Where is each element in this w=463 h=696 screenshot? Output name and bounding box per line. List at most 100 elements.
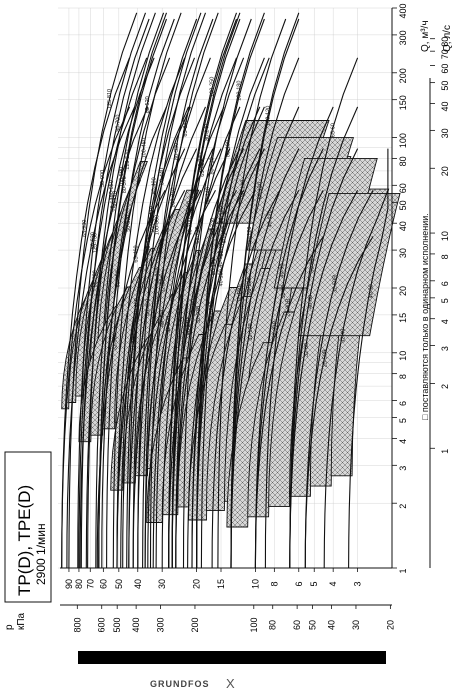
series-label: 40-190 bbox=[218, 250, 224, 267]
series-label: 80-120 bbox=[247, 227, 253, 244]
pump-curve bbox=[126, 57, 196, 569]
series-label: 50-710 bbox=[113, 191, 119, 208]
h-tick-label: 90 bbox=[64, 579, 74, 589]
pump-curve bbox=[144, 148, 214, 569]
h-tick-label: 30 bbox=[157, 579, 167, 589]
q-tick-label: 60 bbox=[398, 183, 408, 193]
q-tick-label: 3 bbox=[398, 466, 408, 471]
ls-tick-label: 6 bbox=[440, 281, 450, 286]
ls-tick-label: 80 bbox=[440, 37, 450, 47]
kpa-tick-label: 300 bbox=[156, 617, 166, 632]
series-label: 32-150 bbox=[237, 286, 243, 303]
h-tick-label: 80 bbox=[74, 579, 84, 589]
ls-tick-label: 10 bbox=[440, 231, 450, 241]
q-tick-label: 150 bbox=[398, 95, 408, 110]
h-tick-label: 6 bbox=[294, 581, 304, 586]
series-label: 32-230 bbox=[196, 306, 202, 323]
series-label: 50-240 bbox=[206, 187, 212, 204]
pump-curve bbox=[87, 12, 156, 569]
chart-title: TP(D), TPE(D) bbox=[15, 485, 34, 596]
kpa-tick-label: 600 bbox=[97, 617, 107, 632]
h-tick-label: 10 bbox=[250, 579, 260, 589]
brand-mark-icon: X bbox=[226, 676, 235, 691]
series-label: 50-570 bbox=[126, 215, 132, 232]
q-tick-label: 8 bbox=[398, 374, 408, 379]
q-tick-label: 10 bbox=[398, 351, 408, 361]
pump-curve bbox=[191, 148, 261, 569]
h-tick-label: 8 bbox=[269, 581, 279, 586]
chart-subtitle: 2900 1/мин bbox=[34, 523, 48, 585]
pump-curve bbox=[147, 190, 216, 569]
h-tick-label: 20 bbox=[192, 579, 202, 589]
q-tick-label: 40 bbox=[398, 221, 408, 231]
series-label: 32-90R bbox=[273, 321, 279, 339]
q-tick-label: 400 bbox=[398, 3, 408, 18]
pump-labels: 65-720 125-810 125-730 125-570 100-650 100-59… bbox=[82, 77, 374, 368]
kpa-tick-label: 200 bbox=[190, 617, 200, 632]
series-label: 50-120 bbox=[247, 278, 253, 295]
series-label: 65-340 bbox=[183, 119, 189, 136]
pump-curve bbox=[200, 57, 270, 569]
series-label: 40-30 bbox=[368, 284, 374, 298]
series-label: 65-170 bbox=[219, 240, 225, 257]
pump-curves bbox=[61, 12, 389, 569]
series-label: 50-290 bbox=[186, 201, 192, 218]
pump-curve bbox=[85, 57, 155, 569]
h-tick-label: 60 bbox=[98, 579, 108, 589]
series-label: 100-480 bbox=[141, 138, 147, 158]
series-label: 65-120 bbox=[258, 182, 264, 199]
kpa-tick-label: 50 bbox=[308, 620, 318, 630]
series-label: 50-900 bbox=[100, 170, 106, 187]
series-label: 80-330 bbox=[174, 143, 180, 160]
series-label: 32-50R bbox=[333, 275, 339, 293]
series-label: 80-210 bbox=[210, 157, 216, 174]
series-label: 40-300 bbox=[187, 218, 193, 235]
series-label: 50-360 bbox=[156, 267, 162, 284]
q-tick-label: 80 bbox=[398, 156, 408, 166]
kpa-tick-label: 20 bbox=[385, 620, 395, 630]
series-label: 40-120 bbox=[267, 210, 273, 227]
series-label: 80-140 bbox=[240, 180, 246, 197]
p-axis-unit: кПа bbox=[16, 612, 27, 630]
ls-tick-label: 3 bbox=[440, 346, 450, 351]
ls-tick-label: 2 bbox=[440, 384, 450, 389]
series-label: 32-580 bbox=[113, 333, 119, 350]
series-label: 65-230 bbox=[195, 227, 201, 244]
q-tick-label: 200 bbox=[398, 68, 408, 83]
series-label: 32-60 bbox=[304, 343, 310, 357]
series-label: 50-180 bbox=[222, 226, 228, 243]
black-bar bbox=[78, 651, 386, 664]
pump-curve bbox=[98, 106, 168, 569]
series-label: 50-440 bbox=[159, 168, 165, 185]
series-label: 40-180 bbox=[219, 269, 225, 286]
series-label: 50-80 bbox=[281, 285, 287, 299]
p-axis-label: p bbox=[4, 624, 15, 630]
series-label: 65-180 bbox=[219, 206, 225, 223]
series-label: 65-550 bbox=[115, 270, 121, 287]
q-tick-label: 4 bbox=[398, 439, 408, 444]
kpa-tick-label: 80 bbox=[268, 620, 278, 630]
q-tick-label: 50 bbox=[398, 200, 408, 210]
h-tick-label: 40 bbox=[133, 579, 143, 589]
ls-tick-label: 60 bbox=[440, 64, 450, 74]
pump-curve bbox=[66, 106, 136, 569]
pump-curve bbox=[132, 190, 202, 569]
pump-curve bbox=[79, 106, 149, 569]
series-label: 65-60 bbox=[330, 123, 336, 137]
pump-curve bbox=[289, 190, 359, 569]
series-label: 100-180 bbox=[237, 81, 243, 101]
series-label: 32-380 bbox=[160, 275, 166, 292]
series-label: 80-700 bbox=[116, 115, 122, 132]
tick-labels: 1234568101520304050608010015020030040012… bbox=[4, 3, 453, 632]
series-label: 80-400 bbox=[152, 177, 158, 194]
q-unit-ls: Q, л/с bbox=[442, 25, 453, 52]
series-label: 125-570 bbox=[125, 150, 131, 170]
series-label: 125-810 bbox=[107, 89, 113, 109]
series-label: 50-60 bbox=[310, 259, 316, 273]
series-label: 100-240 bbox=[198, 153, 204, 173]
series-label: 40-240 bbox=[186, 318, 192, 335]
series-label: 65-930 bbox=[82, 220, 88, 237]
series-label: 32-250 bbox=[190, 299, 196, 316]
pump-curve bbox=[112, 12, 182, 569]
series-label: 100-120 bbox=[265, 106, 271, 126]
